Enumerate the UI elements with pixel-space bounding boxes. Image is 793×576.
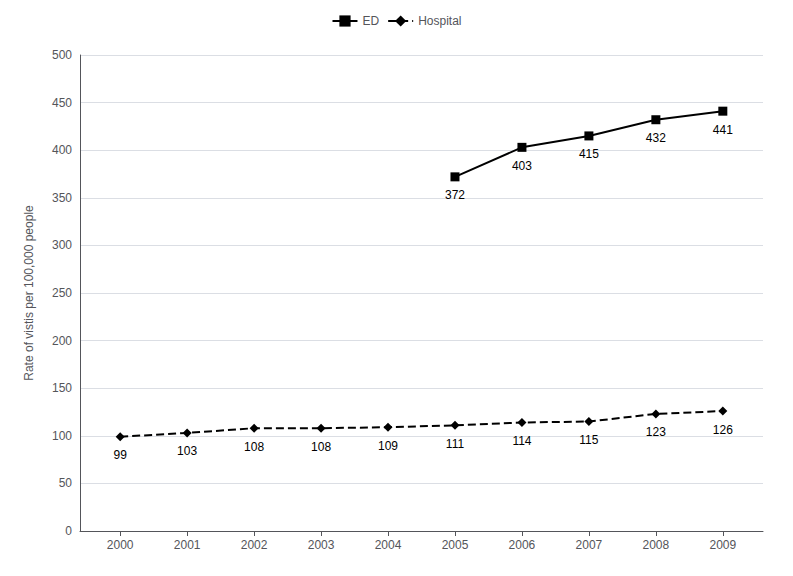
svg-text:400: 400 [52,143,72,157]
svg-text:2002: 2002 [241,538,268,552]
svg-text:2000: 2000 [107,538,134,552]
svg-text:108: 108 [311,440,331,454]
svg-text:108: 108 [244,440,264,454]
svg-text:111: 111 [446,437,465,451]
svg-text:2003: 2003 [308,538,335,552]
svg-text:2006: 2006 [509,538,536,552]
svg-text:150: 150 [52,381,72,395]
svg-text:2007: 2007 [576,538,603,552]
svg-text:ED: ED [362,14,379,28]
svg-text:350: 350 [52,191,72,205]
svg-text:415: 415 [579,147,599,161]
svg-text:99: 99 [113,448,127,462]
svg-text:403: 403 [512,159,532,173]
svg-text:50: 50 [59,476,73,490]
svg-text:2005: 2005 [442,538,469,552]
svg-text:115: 115 [579,433,598,447]
svg-text:441: 441 [713,123,733,137]
svg-text:200: 200 [52,334,72,348]
svg-text:100: 100 [52,429,72,443]
svg-text:Hospital: Hospital [418,14,461,28]
svg-text:123: 123 [646,425,666,439]
svg-text:2001: 2001 [174,538,201,552]
svg-text:126: 126 [713,423,733,437]
svg-text:114: 114 [512,434,531,448]
svg-text:0: 0 [65,524,72,538]
svg-text:250: 250 [52,286,72,300]
svg-text:103: 103 [177,444,197,458]
svg-text:372: 372 [445,188,465,202]
svg-text:Rate of vistis per 100,000 peo: Rate of vistis per 100,000 people [22,205,36,381]
svg-text:2004: 2004 [375,538,402,552]
svg-text:2009: 2009 [709,538,736,552]
svg-text:432: 432 [646,131,666,145]
svg-text:2008: 2008 [643,538,670,552]
svg-text:300: 300 [52,238,72,252]
svg-text:450: 450 [52,96,72,110]
svg-text:109: 109 [378,439,398,453]
svg-text:500: 500 [52,48,72,62]
